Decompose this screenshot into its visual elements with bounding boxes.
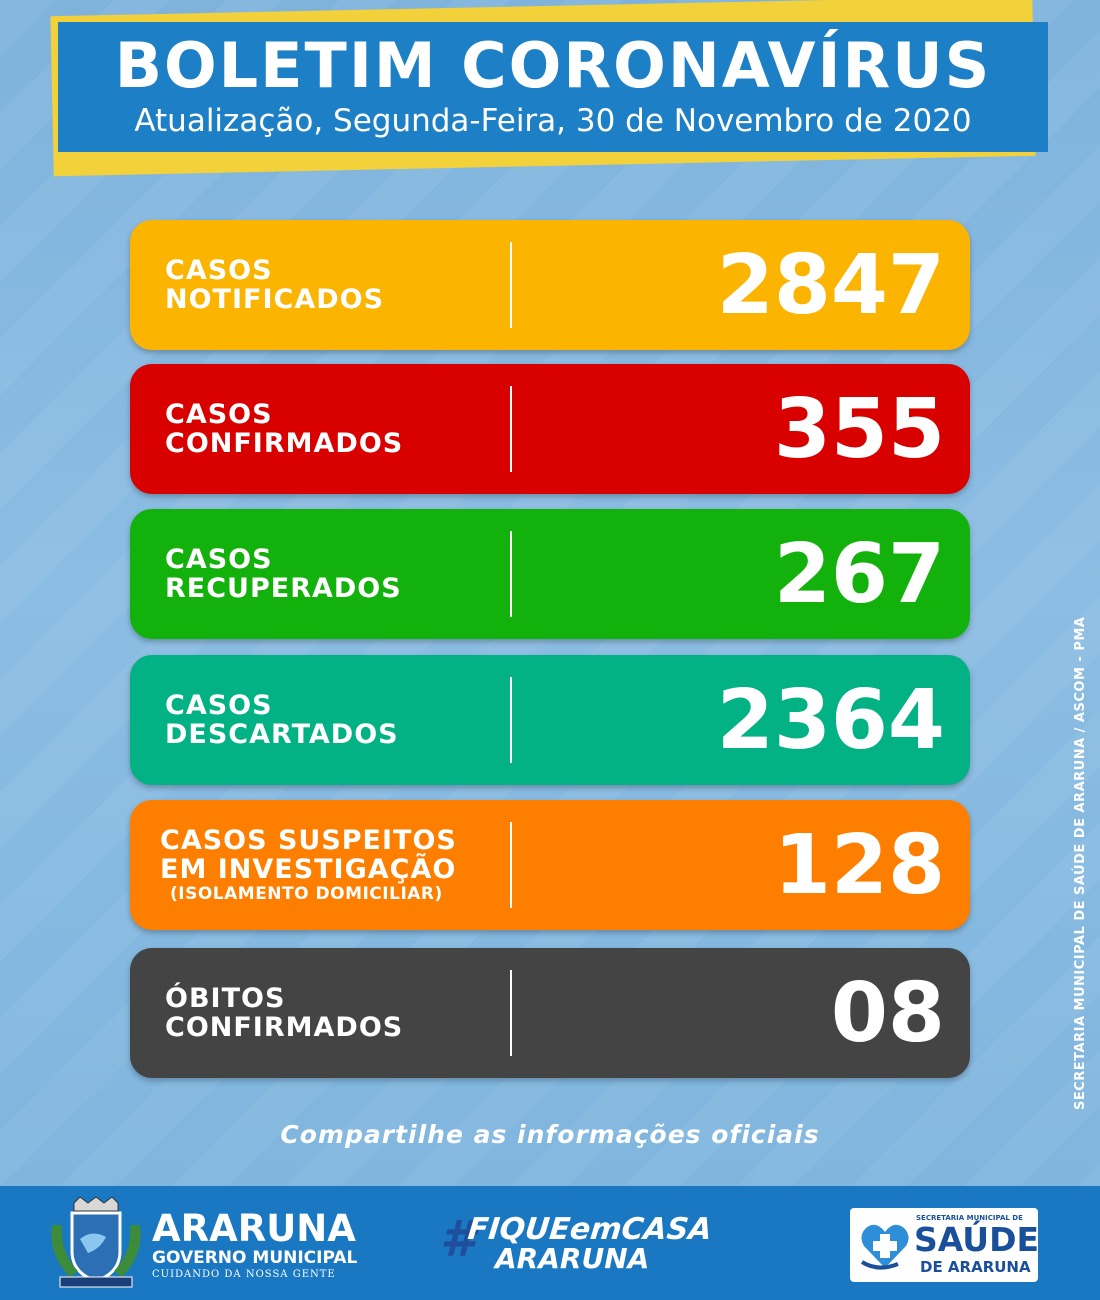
card-value: 355 — [773, 382, 945, 477]
card-label-line2: CONFIRMADOS — [165, 428, 404, 459]
card-label-line2: CONFIRMADOS — [165, 1012, 404, 1043]
card-notified-cases: CASOS NOTIFICADOS 2847 — [130, 220, 970, 350]
hashtag-line2: ARARUNA — [495, 1242, 650, 1275]
share-message: Compartilhe as informações oficiais — [280, 1120, 820, 1149]
card-value: 2847 — [716, 238, 945, 333]
saude-logo: SECRETARIA MUNICIPAL DE SAÚDE DE ARARUNA — [850, 1208, 1040, 1282]
card-discarded-cases: CASOS DESCARTADOS 2364 — [130, 655, 970, 785]
card-divider — [510, 822, 512, 908]
card-value: 2364 — [716, 673, 945, 768]
card-label-line1: CASOS — [165, 399, 273, 430]
card-label-line1: CASOS — [165, 690, 273, 721]
card-value: 08 — [830, 966, 945, 1061]
araruna-logo: ARARUNA GOVERNO MUNICIPAL CUIDANDO DA NO… — [152, 1210, 357, 1282]
card-confirmed-cases: CASOS CONFIRMADOS 355 — [130, 364, 970, 494]
card-label-line1: CASOS SUSPEITOS — [160, 825, 457, 856]
card-suspected-cases: CASOS SUSPEITOS EM INVESTIGAÇÃO (ISOLAME… — [130, 800, 970, 930]
saude-top: SECRETARIA MUNICIPAL DE — [916, 1214, 1023, 1222]
card-label-line2: EM INVESTIGAÇÃO — [160, 854, 457, 885]
araruna-name: ARARUNA — [152, 1207, 356, 1250]
card-divider — [510, 531, 512, 617]
card-label: CASOS CONFIRMADOS — [165, 364, 403, 494]
araruna-slogan: CUIDANDO DA NOSSA GENTE — [152, 1269, 336, 1280]
bulletin-date: Atualização, Segunda-Feira, 30 de Novemb… — [134, 103, 972, 139]
header-banner: BOLETIM CORONAVÍRUS Atualização, Segunda… — [58, 22, 1048, 152]
card-value: 128 — [773, 818, 945, 913]
card-value: 267 — [773, 527, 945, 622]
card-label: ÓBITOS CONFIRMADOS — [165, 948, 403, 1078]
card-divider — [510, 970, 512, 1056]
card-recovered-cases: CASOS RECUPERADOS 267 — [130, 509, 970, 639]
araruna-gov: GOVERNO MUNICIPAL — [152, 1248, 358, 1268]
card-divider — [510, 386, 512, 472]
card-label: CASOS NOTIFICADOS — [165, 220, 384, 350]
card-label-line2: NOTIFICADOS — [165, 284, 385, 315]
araruna-crest-icon — [51, 1196, 141, 1288]
card-label-line2: RECUPERADOS — [165, 573, 402, 604]
card-label: CASOS SUSPEITOS EM INVESTIGAÇÃO (ISOLAME… — [160, 800, 457, 930]
saude-title: SAÚDE — [914, 1220, 1040, 1259]
side-credit: SECRETARIA MUNICIPAL DE SAÚDE DE ARARUNA… — [1073, 616, 1088, 1110]
hashtag-symbol: # — [440, 1210, 475, 1268]
card-divider — [510, 677, 512, 763]
card-label-line1: CASOS — [165, 544, 273, 575]
card-label-line1: CASOS — [165, 255, 273, 286]
health-heart-icon — [860, 1224, 909, 1270]
card-label-line2: DESCARTADOS — [165, 719, 399, 750]
bulletin-title: BOLETIM CORONAVÍRUS — [114, 29, 992, 102]
card-label-note: (ISOLAMENTO DOMICILIAR) — [170, 884, 443, 904]
card-divider — [510, 242, 512, 328]
card-label: CASOS RECUPERADOS — [165, 509, 402, 639]
card-deaths: ÓBITOS CONFIRMADOS 08 — [130, 948, 970, 1078]
card-label: CASOS DESCARTADOS — [165, 655, 399, 785]
card-label-line1: ÓBITOS — [165, 983, 286, 1014]
saude-subtitle: DE ARARUNA — [920, 1258, 1031, 1276]
